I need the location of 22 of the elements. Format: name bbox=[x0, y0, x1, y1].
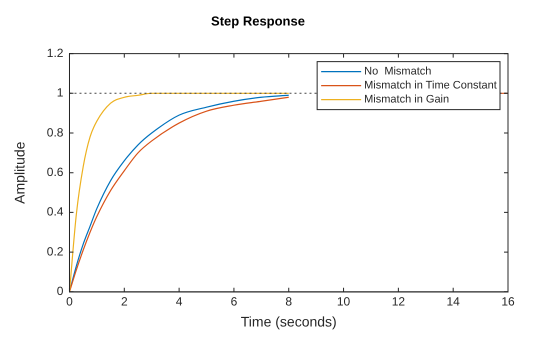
x-axis-title: Time (seconds) bbox=[240, 313, 337, 330]
x-tick-label: 10 bbox=[336, 294, 351, 308]
x-tick-label: 4 bbox=[176, 294, 183, 308]
y-tick-label: 1.2 bbox=[46, 46, 64, 60]
x-tick-label: 0 bbox=[66, 294, 74, 308]
x-tick-label: 6 bbox=[230, 294, 238, 308]
x-tick-label: 2 bbox=[120, 294, 128, 308]
y-tick-label: 0.4 bbox=[46, 204, 64, 219]
y-tick-label: 0.2 bbox=[46, 244, 64, 258]
y-tick-label: 0 bbox=[56, 284, 64, 298]
legend-label: Mismatch in Gain bbox=[364, 94, 450, 106]
x-tick-label: 12 bbox=[392, 294, 406, 308]
y-axis-title: Amplitude bbox=[11, 141, 28, 204]
x-tick-label: 14 bbox=[446, 294, 460, 308]
y-tick-label: 0.6 bbox=[46, 165, 64, 180]
y-tick-label: 1 bbox=[56, 86, 64, 100]
y-tick-label: 0.8 bbox=[46, 125, 64, 140]
legend-label: No Mismatch bbox=[364, 66, 432, 78]
x-tick-label: 16 bbox=[501, 294, 515, 308]
chart-title: Step Response bbox=[211, 13, 305, 28]
x-tick-label: 8 bbox=[285, 294, 292, 308]
legend-label: Mismatch in Time Constant bbox=[364, 80, 497, 92]
